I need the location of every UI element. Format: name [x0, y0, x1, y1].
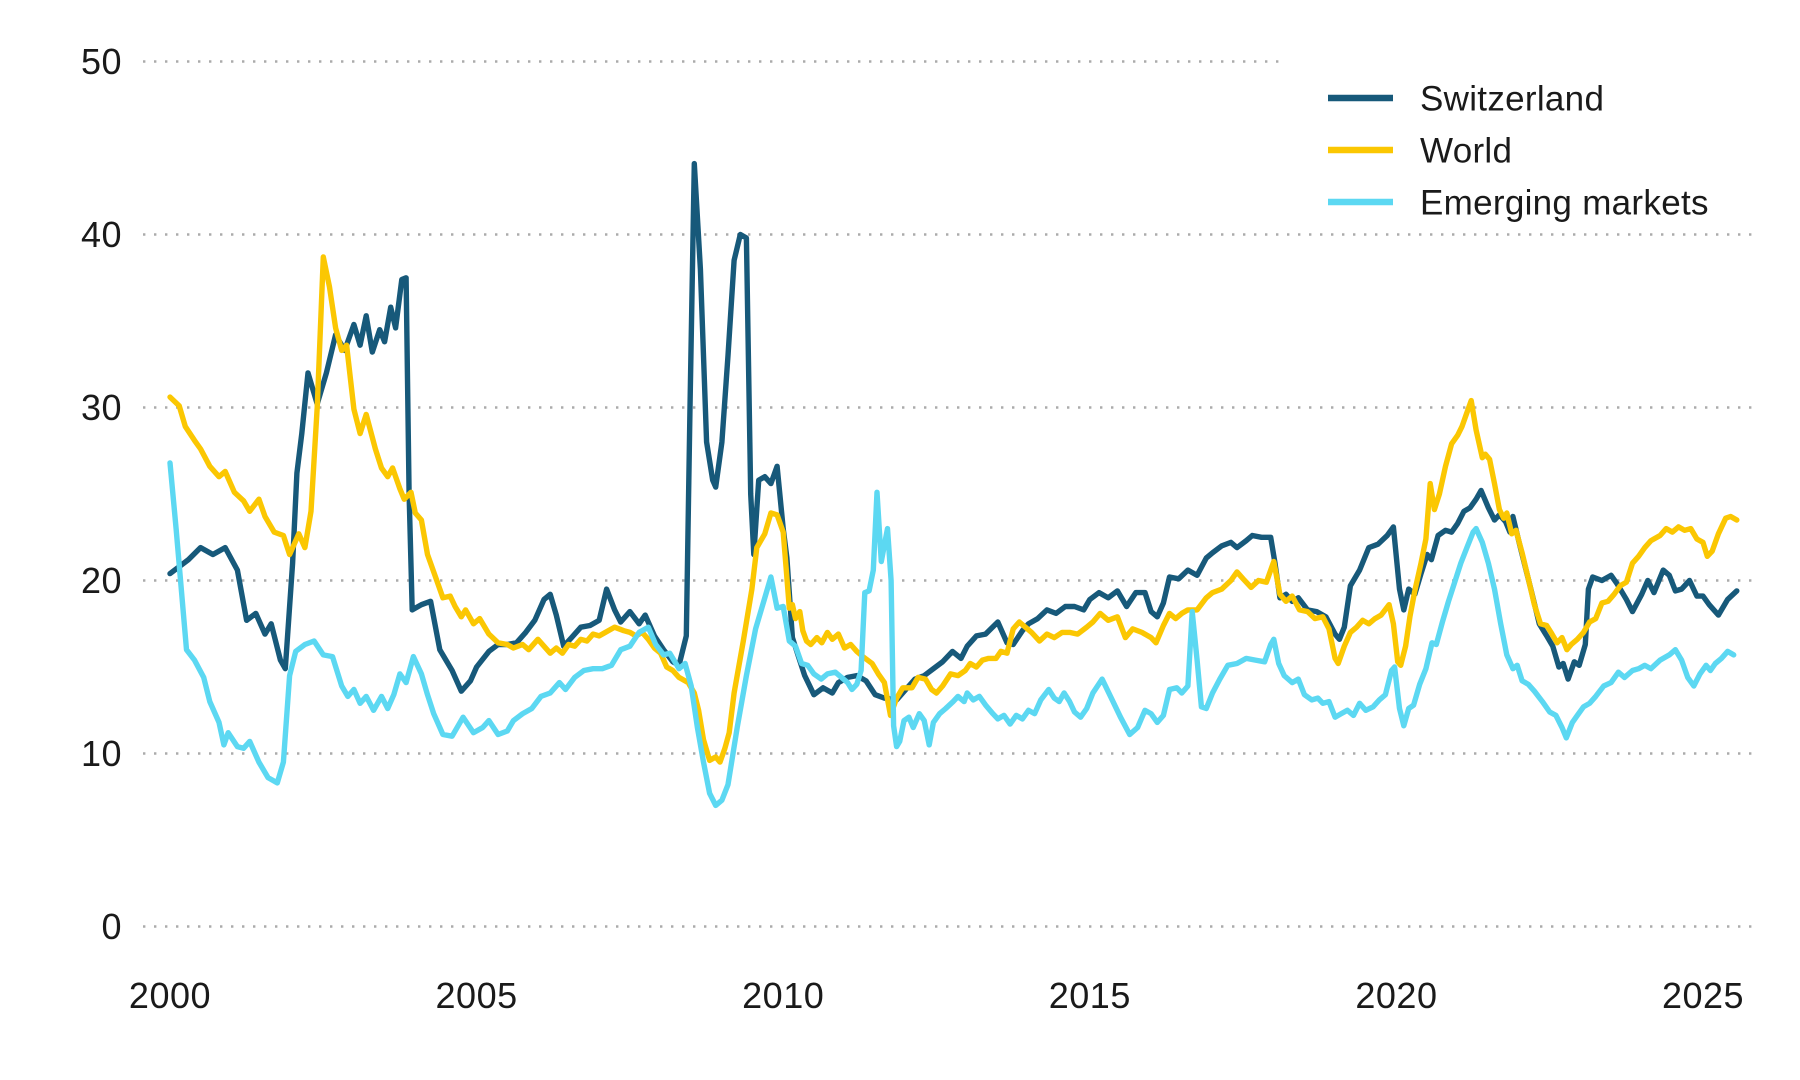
- legend-item-switzerland: Switzerland: [1328, 80, 1604, 119]
- legend-item-world: World: [1328, 132, 1512, 171]
- y-axis-labels: 0 10 20 30 40 50: [81, 41, 122, 947]
- y-tick-label-10: 10: [81, 733, 122, 774]
- x-tick-label-2025: 2025: [1662, 975, 1744, 1016]
- legend-label: World: [1420, 132, 1512, 171]
- y-tick-label-50: 50: [81, 41, 122, 82]
- legend-label: Emerging markets: [1420, 184, 1709, 223]
- x-tick-label-2015: 2015: [1049, 975, 1131, 1016]
- legend-item-emerging-markets: Emerging markets: [1328, 184, 1709, 223]
- series-lines: [167, 160, 1740, 809]
- x-tick-label-2005: 2005: [436, 975, 518, 1016]
- legend-label: Switzerland: [1420, 80, 1604, 119]
- y-tick-label-20: 20: [81, 560, 122, 601]
- series-line-emerging-markets: [167, 460, 1737, 809]
- x-tick-label-2010: 2010: [742, 975, 824, 1016]
- y-tick-label-0: 0: [101, 906, 122, 947]
- x-tick-label-2000: 2000: [129, 975, 211, 1016]
- x-tick-label-2020: 2020: [1355, 975, 1437, 1016]
- gridlines: [143, 60, 1757, 928]
- legend: Switzerland World Emerging markets: [1328, 80, 1709, 223]
- y-tick-label-40: 40: [81, 214, 122, 255]
- y-tick-label-30: 30: [81, 387, 122, 428]
- x-axis-labels: 2000 2005 2010 2015 2020 2025: [129, 975, 1744, 1016]
- series-line-switzerland: [167, 160, 1740, 703]
- series-line-world: [167, 254, 1740, 765]
